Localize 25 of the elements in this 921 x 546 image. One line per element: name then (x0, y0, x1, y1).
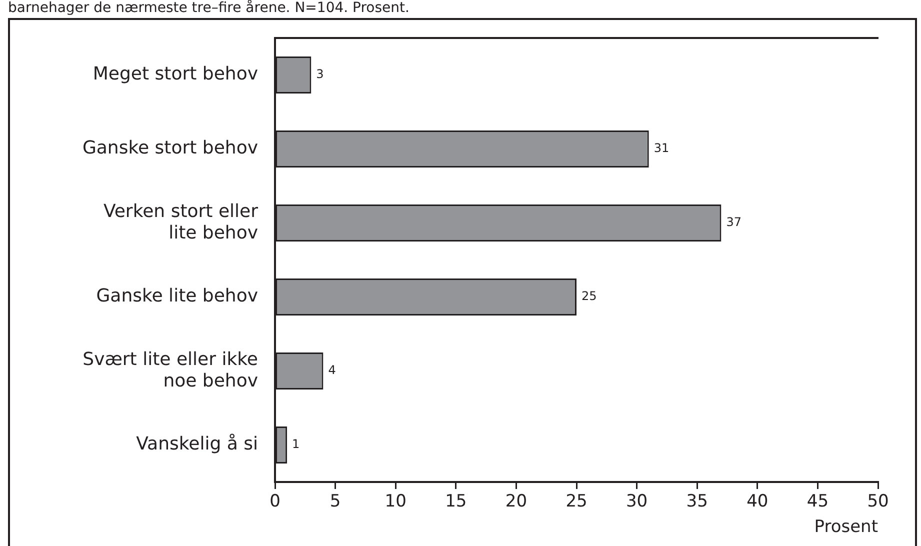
x-tick-label: 10 (384, 492, 406, 512)
y-tick-label: Ganske stort behov (82, 138, 258, 159)
y-tick-label: Meget stort behov (92, 64, 258, 85)
data-label: 4 (328, 363, 336, 378)
x-tick-label: 50 (867, 492, 889, 512)
data-label: 3 (316, 67, 324, 82)
x-tick-label: 30 (626, 492, 648, 512)
data-label: 31 (654, 141, 670, 156)
x-tick-label: 20 (505, 492, 528, 512)
x-tick-label: 45 (806, 492, 829, 512)
data-label: 37 (726, 215, 742, 230)
y-tick-label: Verken stort eller lite behov (103, 200, 259, 244)
x-axis-title: Prosent (814, 517, 878, 538)
x-tick-label: 35 (686, 492, 708, 512)
x-tick-label: 25 (566, 492, 588, 512)
y-tick-label: Vanskelig å si (136, 434, 258, 455)
data-label: 1 (292, 437, 300, 452)
y-tick-label: Ganske lite behov (96, 286, 258, 307)
chart-title: barnehager de nærmeste tre–fire årene. N=104. Prosent. (8, 0, 410, 16)
x-tick-label: 15 (445, 492, 467, 512)
x-tick-label: 0 (270, 492, 280, 512)
data-label: 25 (582, 289, 597, 304)
y-tick-label: Svært lite eller ikke noe behov (82, 348, 258, 392)
x-tick-label: 5 (330, 492, 341, 512)
x-tick-label: 40 (746, 492, 768, 512)
